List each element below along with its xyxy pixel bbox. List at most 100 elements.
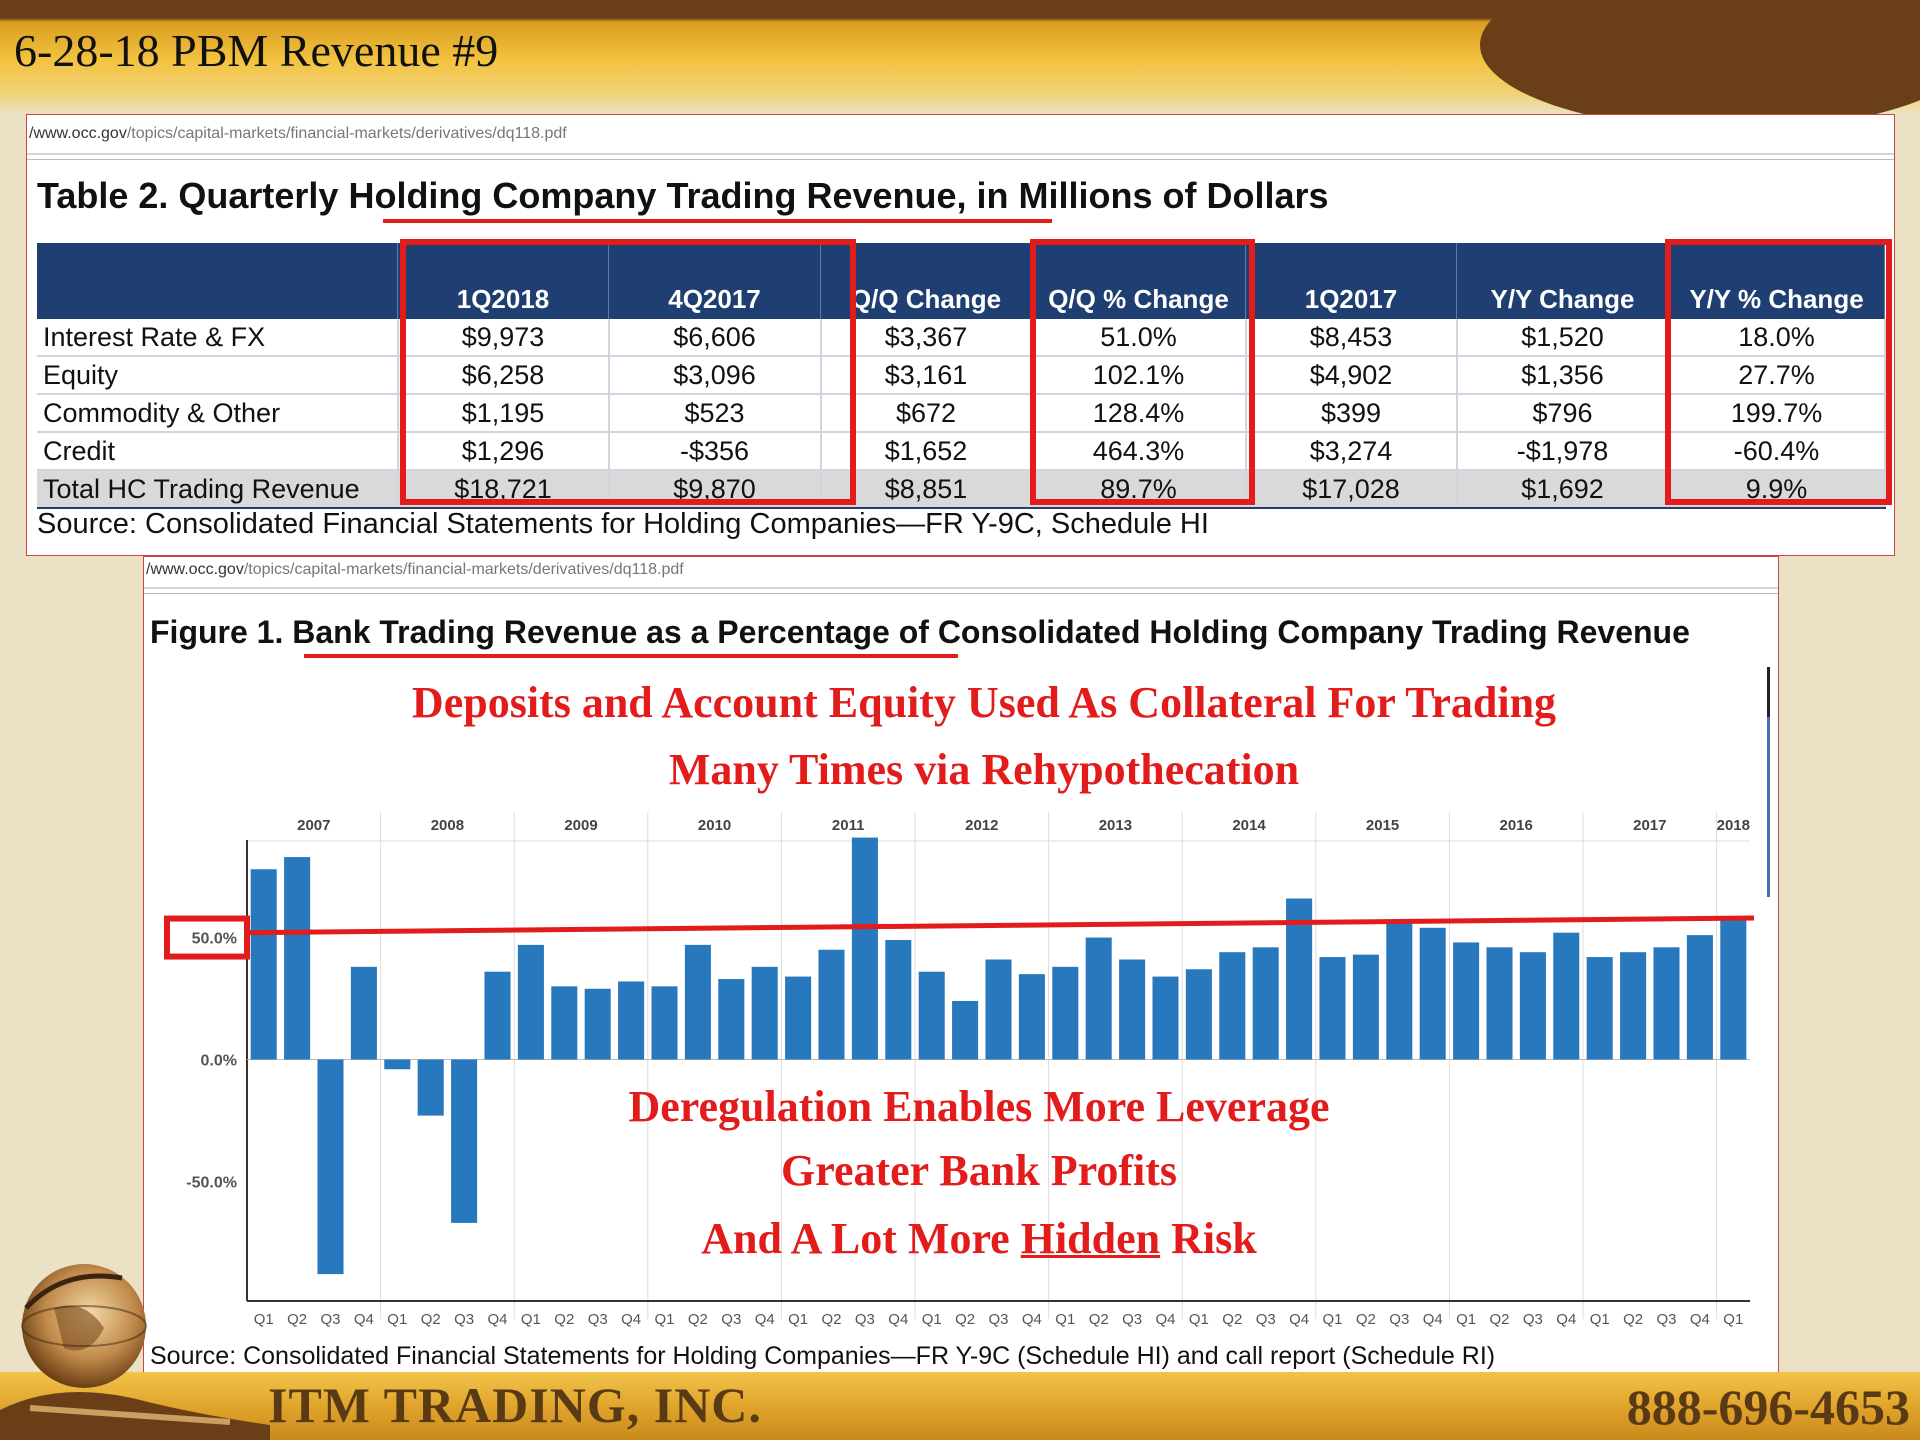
bar bbox=[551, 986, 578, 1060]
table-panel: /www.occ.gov/topics/capital-markets/fina… bbox=[26, 114, 1895, 556]
quarter-label: Q4 bbox=[1155, 1311, 1175, 1328]
url-divider bbox=[27, 153, 1894, 155]
table-cell: 199.7% bbox=[1668, 394, 1886, 433]
bar bbox=[1219, 952, 1246, 1060]
quarter-label: Q3 bbox=[721, 1311, 741, 1328]
table-source-note: Source: Consolidated Financial Statement… bbox=[37, 508, 1209, 540]
year-label: 2017 bbox=[1633, 817, 1666, 834]
bar bbox=[1286, 898, 1313, 1060]
table-cell: $1,692 bbox=[1456, 469, 1670, 509]
table-cell: $1,356 bbox=[1456, 356, 1670, 395]
panel-scrollbar[interactable] bbox=[1767, 667, 1770, 897]
bar bbox=[1085, 937, 1112, 1060]
table-cell: $6,606 bbox=[608, 319, 822, 357]
year-label: 2016 bbox=[1500, 817, 1533, 834]
bar bbox=[1620, 952, 1647, 1060]
quarter-label: Q2 bbox=[688, 1311, 708, 1328]
bar bbox=[350, 966, 377, 1060]
chart-panel: /www.occ.gov/topics/capital-markets/fina… bbox=[143, 556, 1779, 1383]
row-label: Commodity & Other bbox=[37, 394, 399, 433]
chart-source-note: Source: Consolidated Financial Statement… bbox=[150, 1342, 1496, 1370]
table-cell: -60.4% bbox=[1668, 432, 1886, 471]
bar bbox=[952, 1000, 979, 1060]
revenue-table: 1Q2018 4Q2017 Q/Q Change Q/Q % Change 1Q… bbox=[37, 243, 1886, 509]
table-cell: $3,274 bbox=[1245, 432, 1458, 471]
table-cell: 27.7% bbox=[1668, 356, 1886, 395]
year-label: 2010 bbox=[698, 817, 731, 834]
bar bbox=[885, 939, 912, 1060]
header-cell: Y/Y Change bbox=[1456, 243, 1669, 319]
quarter-label: Q3 bbox=[1523, 1311, 1543, 1328]
table-cell: $6,258 bbox=[397, 356, 610, 395]
quarter-label: Q2 bbox=[1623, 1311, 1643, 1328]
chart-source-url[interactable]: /www.occ.gov/topics/capital-markets/fina… bbox=[146, 561, 684, 579]
bar bbox=[1352, 954, 1379, 1060]
table-cell: 102.1% bbox=[1031, 356, 1247, 395]
quarter-label: Q1 bbox=[1322, 1311, 1342, 1328]
table-source-url[interactable]: /www.occ.gov/topics/capital-markets/fina… bbox=[29, 125, 567, 143]
bar bbox=[1653, 947, 1680, 1060]
annotation-text: Risk bbox=[1160, 1214, 1257, 1263]
table-cell: 51.0% bbox=[1031, 319, 1247, 357]
quarter-label: Q3 bbox=[320, 1311, 340, 1328]
quarter-label: Q3 bbox=[1256, 1311, 1276, 1328]
bar bbox=[250, 869, 277, 1060]
quarter-label: Q3 bbox=[855, 1311, 875, 1328]
url-path: /topics/capital-markets/financial-market… bbox=[126, 125, 567, 142]
quarter-label: Q4 bbox=[487, 1311, 507, 1328]
bar bbox=[1419, 927, 1446, 1060]
row-label: Total HC Trading Revenue bbox=[37, 469, 399, 509]
table-cell: -$1,978 bbox=[1456, 432, 1670, 471]
row-label: Interest Rate & FX bbox=[37, 319, 399, 357]
header-cell: Y/Y % Change bbox=[1668, 243, 1885, 319]
quarter-label: Q1 bbox=[1723, 1311, 1743, 1328]
quarter-label: Q4 bbox=[888, 1311, 908, 1328]
table-cell: $1,520 bbox=[1456, 319, 1670, 357]
reference-line bbox=[246, 915, 1755, 936]
header-cell: 1Q2017 bbox=[1245, 243, 1457, 319]
table-cell: 18.0% bbox=[1668, 319, 1886, 357]
quarter-label: Q1 bbox=[521, 1311, 541, 1328]
table-title: Table 2. Quarterly Holding Company Tradi… bbox=[37, 175, 1329, 216]
quarter-label: Q2 bbox=[1356, 1311, 1376, 1328]
annotation-deregulation: Deregulation Enables More Leverage bbox=[628, 1082, 1330, 1131]
quarter-label: Q1 bbox=[654, 1311, 674, 1328]
table-cell: $3,096 bbox=[608, 356, 822, 395]
bar bbox=[1119, 959, 1146, 1060]
table-row: Equity $6,258 $3,096 $3,161 102.1% $4,90… bbox=[37, 356, 1886, 395]
y-tick-label: 0.0% bbox=[201, 1053, 237, 1070]
highlight-box-yy-pct bbox=[1665, 239, 1892, 505]
table-cell: $1,296 bbox=[397, 432, 610, 471]
annotation-hidden-risk: And A Lot More Hidden Risk bbox=[144, 1213, 1814, 1264]
bar bbox=[651, 986, 678, 1060]
phone-number[interactable]: 888-696-4653 bbox=[1626, 1379, 1910, 1435]
table-cell: $8,453 bbox=[1245, 319, 1458, 357]
annotation-emphasis: Hidden bbox=[1020, 1214, 1161, 1263]
table-row: Interest Rate & FX $9,973 $6,606 $3,367 … bbox=[37, 319, 1886, 357]
bar bbox=[484, 971, 511, 1060]
bar bbox=[1386, 922, 1413, 1060]
year-label: 2011 bbox=[832, 817, 865, 834]
year-label: 2008 bbox=[431, 817, 464, 834]
bar bbox=[1519, 952, 1546, 1060]
globe-icon bbox=[21, 1264, 147, 1388]
quarter-label: Q1 bbox=[1456, 1311, 1476, 1328]
annotation-collateral: Deposits and Account Equity Used As Coll… bbox=[411, 678, 1557, 727]
bar bbox=[384, 1059, 411, 1070]
url-divider-2 bbox=[144, 593, 1778, 594]
table-cell: $796 bbox=[1456, 394, 1670, 433]
quarter-label: Q2 bbox=[554, 1311, 574, 1328]
slide-title: 6-28-18 PBM Revenue #9 bbox=[14, 25, 499, 76]
quarter-label: Q1 bbox=[254, 1311, 274, 1328]
quarter-label: Q3 bbox=[588, 1311, 608, 1328]
year-label: 2007 bbox=[297, 817, 330, 834]
quarter-label: Q1 bbox=[788, 1311, 808, 1328]
bar bbox=[451, 1059, 478, 1223]
annotation-rehypothecation: Many Times via Rehypothecation bbox=[668, 745, 1300, 794]
bar bbox=[317, 1059, 344, 1275]
bar bbox=[918, 971, 945, 1060]
panel-scrollbar-thumb[interactable] bbox=[1767, 667, 1770, 717]
bar bbox=[1185, 969, 1212, 1060]
quarter-label: Q2 bbox=[1089, 1311, 1109, 1328]
table-row: Credit $1,296 -$356 $1,652 464.3% $3,274… bbox=[37, 432, 1886, 471]
